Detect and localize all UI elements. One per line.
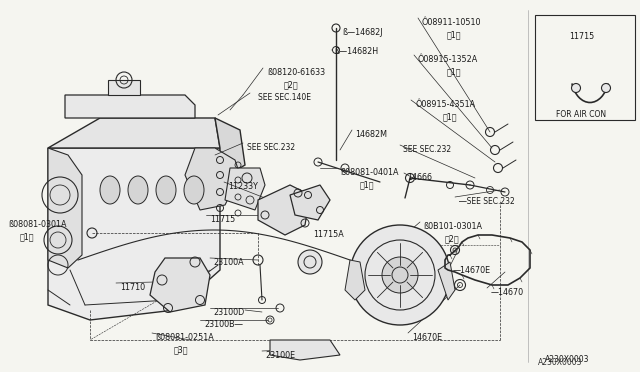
Polygon shape <box>345 260 365 300</box>
Text: （1）: （1） <box>20 232 35 241</box>
Polygon shape <box>185 148 240 210</box>
Polygon shape <box>290 185 330 220</box>
Text: A230X0003: A230X0003 <box>538 358 582 367</box>
Text: —14670E: —14670E <box>453 266 491 275</box>
Circle shape <box>602 83 611 93</box>
Text: ß0B101-0301A: ß0B101-0301A <box>423 222 482 231</box>
Text: 11710: 11710 <box>120 283 145 292</box>
Text: （2）: （2） <box>284 80 299 89</box>
Text: ß08120-61633: ß08120-61633 <box>267 68 325 77</box>
Text: FOR AIR CON: FOR AIR CON <box>556 110 606 119</box>
Polygon shape <box>108 80 140 95</box>
Polygon shape <box>48 148 220 320</box>
Text: SEE SEC.232: SEE SEC.232 <box>247 143 295 152</box>
Polygon shape <box>270 340 340 360</box>
Text: Ô08915-1352A: Ô08915-1352A <box>418 55 478 64</box>
Text: 14670E: 14670E <box>412 333 442 342</box>
Polygon shape <box>215 118 245 180</box>
Text: —14670: —14670 <box>491 288 524 297</box>
Circle shape <box>572 83 580 93</box>
Circle shape <box>350 225 450 325</box>
Text: ß—14682J: ß—14682J <box>342 28 383 37</box>
Text: （1）: （1） <box>443 112 458 121</box>
Polygon shape <box>225 168 265 210</box>
Text: 14682M: 14682M <box>355 130 387 139</box>
Text: 11715A: 11715A <box>313 230 344 239</box>
Text: 11233Y: 11233Y <box>228 182 258 191</box>
Text: （1）: （1） <box>447 30 461 39</box>
Text: SEE SEC.232: SEE SEC.232 <box>403 145 451 154</box>
Text: 23100A: 23100A <box>213 258 244 267</box>
Text: SEE SEC.140E: SEE SEC.140E <box>258 93 311 102</box>
Polygon shape <box>65 95 195 118</box>
Text: ß08081-0401A: ß08081-0401A <box>340 168 399 177</box>
Polygon shape <box>150 258 210 312</box>
Text: A230X0003: A230X0003 <box>545 355 589 364</box>
Polygon shape <box>48 118 220 148</box>
Ellipse shape <box>128 176 148 204</box>
Polygon shape <box>48 148 82 268</box>
Text: （3）: （3） <box>174 345 189 354</box>
Text: 23100D: 23100D <box>213 308 244 317</box>
Text: 11715: 11715 <box>210 215 236 224</box>
Ellipse shape <box>184 176 204 204</box>
Text: ß08081-0251A: ß08081-0251A <box>155 333 214 342</box>
Text: ―SEE SEC.232: ―SEE SEC.232 <box>459 197 515 206</box>
Text: 23100B―: 23100B― <box>204 320 243 329</box>
Text: ß08081-0301A: ß08081-0301A <box>8 220 67 229</box>
Text: Ô08911-10510: Ô08911-10510 <box>422 18 481 27</box>
Text: ß—14682H: ß—14682H <box>334 47 378 56</box>
Text: 14666: 14666 <box>407 173 432 182</box>
Ellipse shape <box>156 176 176 204</box>
Polygon shape <box>438 262 455 300</box>
Text: Ô08915-4351A: Ô08915-4351A <box>415 100 475 109</box>
Text: 11715: 11715 <box>569 32 595 41</box>
Text: （1）: （1） <box>447 67 461 76</box>
Ellipse shape <box>100 176 120 204</box>
Text: （1）: （1） <box>360 180 374 189</box>
Circle shape <box>382 257 418 293</box>
Polygon shape <box>258 185 310 235</box>
Bar <box>535 15 635 120</box>
Text: 23100E: 23100E <box>265 351 295 360</box>
Text: （2）: （2） <box>445 234 460 243</box>
Circle shape <box>298 250 322 274</box>
